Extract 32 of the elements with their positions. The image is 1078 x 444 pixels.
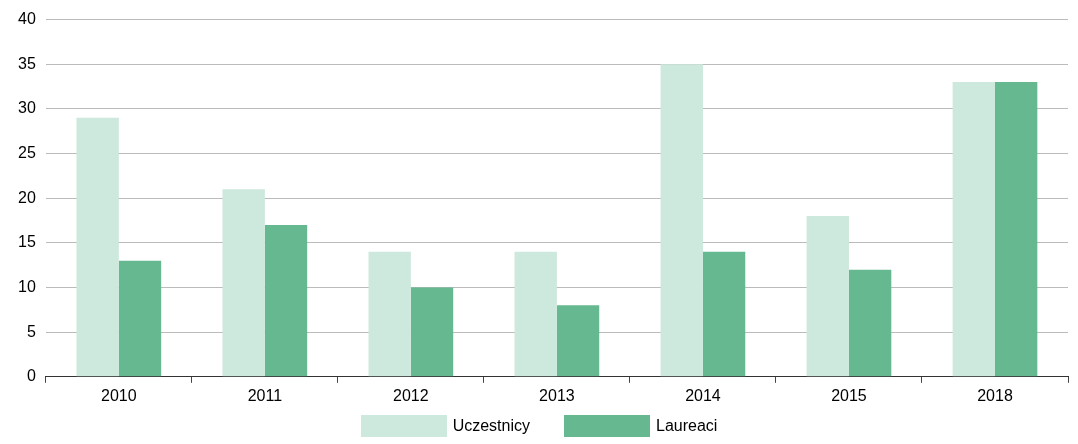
bar [410,287,454,377]
text: Laureaci [655,417,718,435]
bar [76,117,119,377]
y-tick-label: 20 [18,188,36,206]
bar [264,224,308,377]
bar [368,251,411,377]
x-tick-label: 2013 [539,386,575,404]
y-tick-label: 35 [18,54,36,72]
y-tick-label: 15 [18,233,36,251]
x-tick-label: 2011 [247,386,283,404]
bar [806,216,849,377]
y-tick-label: 40 [18,10,36,28]
bar [222,189,265,377]
y-tick-label: 10 [18,277,36,295]
x-tick-label: 2018 [977,386,1013,404]
x-tick-label: 2010 [101,386,137,404]
text: Uczestnicy [452,417,530,435]
y-tick-label: 5 [26,322,36,340]
bar [994,82,1038,377]
bar [848,269,892,377]
bar [702,251,746,377]
x-tick-label: 2012 [393,386,429,404]
y-tick-label: 0 [26,367,36,385]
bar [660,64,703,377]
bar [118,260,162,377]
bar [514,251,557,377]
x-tick-label: 2014 [685,386,721,404]
bar [556,305,600,377]
x-tick-label: 2015 [831,386,867,404]
y-tick-label: 25 [18,143,36,161]
y-tick-label: 30 [18,99,36,117]
bar [952,82,995,377]
